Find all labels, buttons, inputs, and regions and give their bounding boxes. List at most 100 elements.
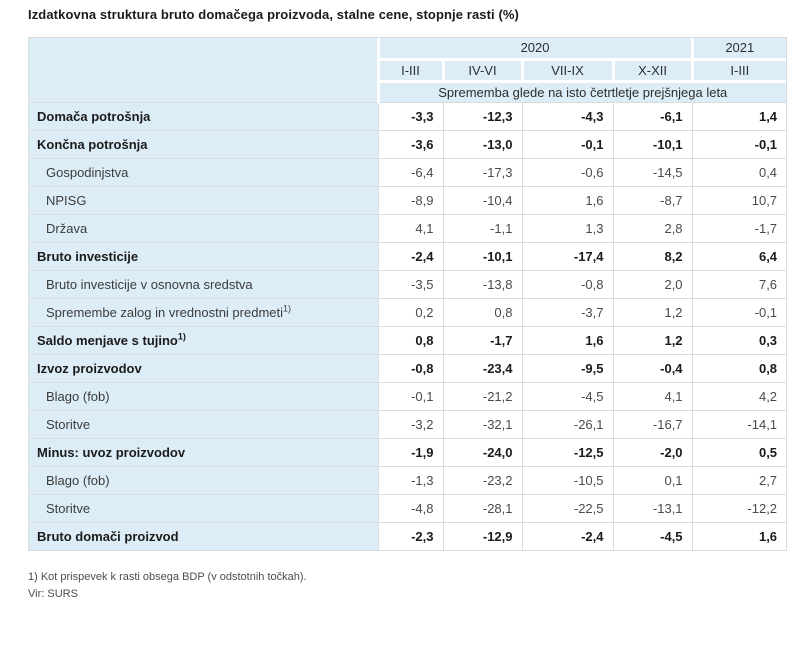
value-cell: -0,1 (521, 129, 614, 159)
value-cell: -22,5 (521, 493, 614, 523)
value-cell: -26,1 (521, 409, 614, 439)
footnote-1: 1) Kot prispevek k rasti obsega BDP (v o… (28, 571, 307, 583)
quarter-header-2020-q1: I-III (376, 57, 445, 83)
value-cell: -4,3 (521, 101, 614, 131)
table-body: Domača potrošnja -3,3 -12,3 -4,3 -6,1 1,4 Konč… (29, 101, 787, 550)
value-cell: -0,1 (691, 297, 787, 327)
row-label: Minus: uvoz proizvodov (29, 437, 379, 467)
value-cell: 1,3 (521, 213, 614, 243)
value-cell: 1,2 (612, 297, 693, 327)
quarter-header-2020-q2: IV-VI (441, 57, 524, 83)
table-row: Spremembe zalog in vrednostni predmeti1)… (29, 297, 787, 327)
value-cell: -17,3 (442, 157, 523, 187)
value-cell: -13,1 (612, 493, 693, 523)
footnote-marker: 1) (283, 303, 292, 314)
value-cell: -12,9 (442, 521, 523, 550)
value-cell: -28,1 (442, 493, 523, 523)
value-cell: -24,0 (442, 437, 523, 467)
value-cell: -1,1 (442, 213, 523, 243)
table-row: Izvoz proizvodov -0,8 -23,4 -9,5 -0,4 0,8 (29, 353, 787, 383)
table-row: Država 4,1 -1,1 1,3 2,8 -1,7 (29, 213, 787, 243)
value-cell: -4,5 (521, 381, 614, 411)
year-header-2021: 2021 (690, 38, 787, 61)
value-cell: -10,4 (442, 185, 523, 215)
table-row: Bruto investicije v osnovna sredstva -3,5… (29, 269, 787, 299)
value-cell: -12,3 (442, 101, 523, 131)
row-label: NPISG (29, 185, 379, 215)
row-label: Spremembe zalog in vrednostni predmeti1) (29, 297, 379, 327)
value-cell: -14,1 (691, 409, 787, 439)
value-cell: -2,4 (377, 241, 444, 271)
gdp-table-container: 2020 2021 I-III IV-VI VII-IX X-XII I-III… (28, 37, 788, 551)
value-cell: 2,0 (612, 269, 693, 299)
gdp-expenditure-table: 2020 2021 I-III IV-VI VII-IX X-XII I-III… (29, 38, 787, 550)
value-cell: -1,7 (442, 325, 523, 355)
table-row: Storitve -3,2 -32,1 -26,1 -16,7 -14,1 (29, 409, 787, 439)
value-cell: -1,9 (377, 437, 444, 467)
value-cell: 4,1 (612, 381, 693, 411)
table-row: NPISG -8,9 -10,4 1,6 -8,7 10,7 (29, 185, 787, 215)
value-cell: 0,8 (691, 353, 787, 383)
value-cell: 0,8 (377, 325, 444, 355)
value-cell: -13,0 (442, 129, 523, 159)
row-label: Gospodinjstva (29, 157, 379, 187)
value-cell: -3,3 (377, 101, 444, 131)
value-cell: -6,4 (377, 157, 444, 187)
value-cell: -12,2 (691, 493, 787, 523)
quarter-header-2020-q4: X-XII (611, 57, 694, 83)
value-cell: -3,6 (377, 129, 444, 159)
value-cell: -12,5 (521, 437, 614, 467)
value-cell: -0,1 (691, 129, 787, 159)
quarter-header-2020-q3: VII-IX (520, 57, 615, 83)
value-cell: 0,2 (377, 297, 444, 327)
table-row: Domača potrošnja -3,3 -12,3 -4,3 -6,1 1,4 (29, 101, 787, 131)
value-cell: -3,2 (377, 409, 444, 439)
value-cell: 0,1 (612, 465, 693, 495)
row-label: Storitve (29, 409, 379, 439)
row-label: Izvoz proizvodov (29, 353, 379, 383)
value-cell: -8,9 (377, 185, 444, 215)
value-cell: 4,2 (691, 381, 787, 411)
value-cell: -1,3 (377, 465, 444, 495)
table-row: Končna potrošnja -3,6 -13,0 -0,1 -10,1 -0,1 (29, 129, 787, 159)
year-header-row: 2020 2021 (29, 38, 787, 103)
value-cell: -0,1 (377, 381, 444, 411)
value-cell: -4,5 (612, 521, 693, 550)
row-label: Bruto investicije (29, 241, 379, 271)
value-cell: 4,1 (377, 213, 444, 243)
value-cell: -3,5 (377, 269, 444, 299)
value-cell: 2,8 (612, 213, 693, 243)
value-cell: -17,4 (521, 241, 614, 271)
row-label: Bruto domači proizvod (29, 521, 379, 550)
value-cell: 1,6 (521, 185, 614, 215)
value-cell: -0,8 (521, 269, 614, 299)
page-title: Izdatkovna struktura bruto domačega proi… (28, 7, 519, 22)
value-cell: 0,4 (691, 157, 787, 187)
table-row: Minus: uvoz proizvodov -1,9 -24,0 -12,5 -2,0… (29, 437, 787, 467)
value-cell: 0,3 (691, 325, 787, 355)
measure-header: Sprememba glede na isto četrtletje prejš… (376, 79, 787, 103)
value-cell: 1,4 (691, 101, 787, 131)
row-label: Blago (fob) (29, 465, 379, 495)
corner-header-cell (29, 38, 380, 103)
value-cell: -6,1 (612, 101, 693, 131)
value-cell: 1,6 (521, 325, 614, 355)
footnotes: 1) Kot prispevek k rasti obsega BDP (v o… (28, 569, 790, 603)
table-row: Storitve -4,8 -28,1 -22,5 -13,1 -12,2 (29, 493, 787, 523)
value-cell: 6,4 (691, 241, 787, 271)
value-cell: -10,1 (612, 129, 693, 159)
value-cell: -2,0 (612, 437, 693, 467)
table-row: Bruto investicije -2,4 -10,1 -17,4 8,2 6,4 (29, 241, 787, 271)
row-label: Storitve (29, 493, 379, 523)
value-cell: -0,6 (521, 157, 614, 187)
value-cell: 7,6 (691, 269, 787, 299)
row-label: Končna potrošnja (29, 129, 379, 159)
value-cell: -2,3 (377, 521, 444, 550)
table-row: Blago (fob) -0,1 -21,2 -4,5 4,1 4,2 (29, 381, 787, 411)
value-cell: -4,8 (377, 493, 444, 523)
value-cell: 1,2 (612, 325, 693, 355)
value-cell: -21,2 (442, 381, 523, 411)
value-cell: -14,5 (612, 157, 693, 187)
value-cell: -13,8 (442, 269, 523, 299)
value-cell: -2,4 (521, 521, 614, 550)
